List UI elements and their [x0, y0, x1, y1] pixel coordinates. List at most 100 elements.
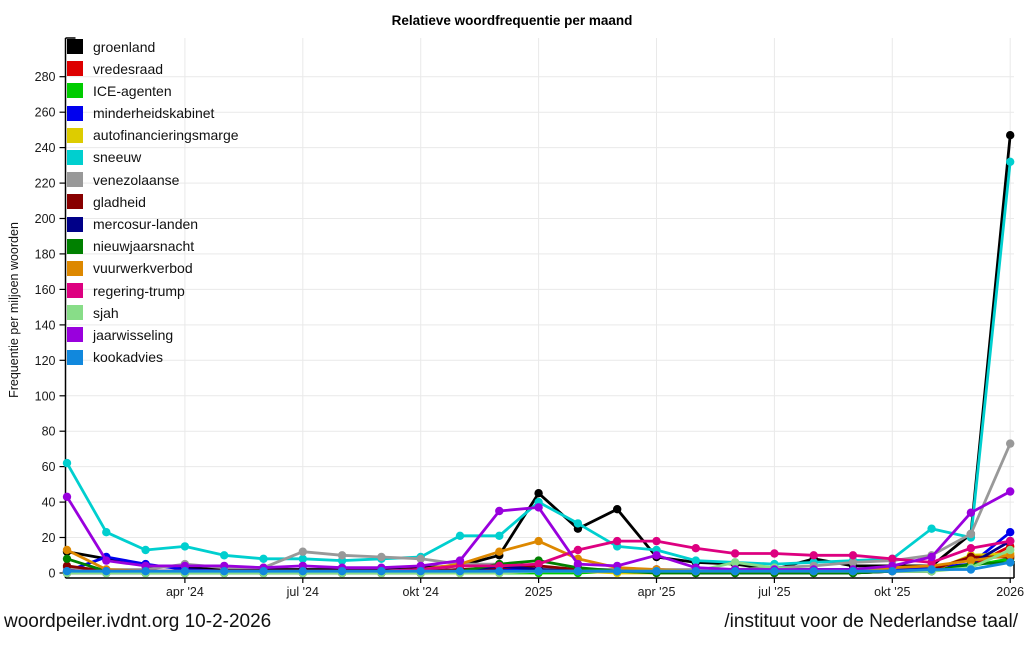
data-point [652, 567, 661, 576]
data-point [1006, 528, 1015, 537]
data-point [62, 554, 72, 563]
data-point [613, 536, 622, 546]
data-point [573, 559, 583, 569]
y-tick-label: 40 [42, 496, 56, 510]
data-point [613, 505, 622, 514]
legend-label: sjah [93, 304, 119, 321]
data-point [691, 556, 700, 565]
y-tick-label: 20 [42, 531, 56, 545]
y-tick-label: 180 [35, 247, 56, 261]
data-point [1006, 545, 1015, 555]
data-point [455, 531, 465, 540]
legend-item-venezolaanse: venezolaanse [67, 172, 239, 188]
legend-swatch [67, 127, 83, 143]
data-point [62, 567, 72, 576]
y-tick-label: 260 [35, 106, 56, 120]
legend-item-vuurwerkverbod: vuurwerkverbod [67, 260, 239, 277]
chart-title: Relatieve woordfrequentie per maand [391, 13, 633, 28]
y-tick-label: 0 [49, 567, 56, 581]
data-point [966, 529, 976, 539]
y-tick-label: 120 [35, 354, 56, 368]
data-point [1006, 487, 1015, 496]
legend-item-sjah: sjah [67, 304, 239, 321]
data-point [62, 545, 72, 555]
data-point [259, 554, 268, 563]
legend-label: vredesraad [93, 60, 164, 77]
legend-swatch [67, 349, 83, 365]
data-point [573, 545, 583, 555]
data-point [495, 567, 504, 576]
data-point [888, 554, 897, 563]
y-tick-label: 220 [35, 177, 56, 191]
data-point [377, 552, 386, 562]
data-point [730, 558, 740, 567]
data-point [848, 551, 858, 560]
data-point [809, 551, 818, 560]
data-point [337, 551, 347, 560]
data-point [1006, 131, 1015, 140]
data-point [652, 551, 661, 560]
data-point [102, 556, 111, 565]
data-point [180, 567, 190, 576]
data-point [927, 552, 936, 562]
legend-label: kookadvies [93, 349, 164, 366]
data-point [416, 554, 425, 563]
footer-source: woordpeiler.ivdnt.org 10-2-2026 [4, 611, 272, 632]
data-point [770, 567, 779, 576]
data-point [220, 567, 229, 576]
data-point [691, 544, 700, 553]
data-point [966, 508, 976, 517]
x-tick-label: 2025 [525, 585, 553, 599]
legend-swatch [67, 305, 83, 321]
x-tick-label: apr '25 [638, 585, 676, 599]
data-point [455, 567, 465, 576]
data-point [337, 567, 347, 576]
legend-item-regering-trump: regering-trump [67, 282, 239, 299]
legend-swatch [67, 194, 83, 210]
legend-label: regering-trump [93, 282, 185, 299]
data-point [966, 556, 976, 565]
legend-label: groenland [93, 38, 156, 55]
data-point [888, 567, 897, 576]
data-point [534, 489, 543, 498]
legend-label: jaarwisseling [93, 326, 174, 343]
data-point [220, 551, 229, 560]
data-point [848, 558, 858, 567]
data-point [455, 556, 465, 565]
plot-area: 0 20 40 60 80 100 120 140 160 180 200 220 240 260 280 a… [35, 37, 1024, 599]
data-point [495, 506, 504, 516]
x-tick-label: okt '25 [874, 585, 910, 599]
data-point [534, 536, 543, 546]
data-point [1006, 439, 1015, 448]
data-point [534, 559, 543, 569]
legend-label: autofinancieringsmarge [93, 127, 239, 144]
legend-label: mercosur-landen [93, 216, 199, 232]
x-tick-label: jul '25 [757, 585, 790, 599]
data-point [848, 567, 858, 576]
data-point [495, 531, 504, 540]
data-point [102, 528, 111, 537]
legend-item-autofinancieringsmarge: autofinancieringsmarge [67, 127, 239, 144]
data-point [141, 567, 150, 576]
legend-swatch [67, 260, 83, 276]
legend-item-vredesraad: vredesraad [67, 60, 239, 77]
legend-label: gladheid [93, 193, 146, 210]
data-point [1006, 157, 1015, 166]
x-tick-label: 2026 [996, 585, 1024, 599]
legend-swatch [67, 172, 83, 188]
legend-label: vuurwerkverbod [93, 260, 193, 277]
legend-swatch [67, 39, 83, 54]
data-point [613, 567, 622, 576]
x-tick-label: jul '24 [286, 585, 319, 599]
data-point [573, 519, 583, 528]
x-tick-label: apr '24 [166, 585, 204, 599]
legend: groenland vredesraad ICE-agenten minderheid… [67, 39, 239, 372]
data-point [377, 567, 386, 576]
data-point [298, 547, 307, 556]
data-point [966, 565, 976, 574]
legend-label: minderheidskabinet [93, 105, 215, 122]
data-point [809, 567, 818, 576]
y-tick-label: 160 [35, 283, 56, 297]
data-point [927, 565, 936, 574]
